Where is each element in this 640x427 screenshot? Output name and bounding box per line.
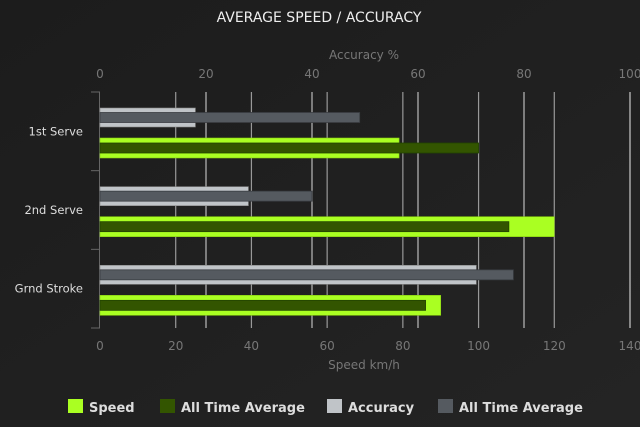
bar-accuracy-all-time-average	[99, 269, 514, 281]
bottom-tick-label: 100	[467, 339, 490, 353]
bar-accuracy-all-time-average	[99, 112, 361, 123]
bar-speed-all-time-average	[99, 142, 479, 154]
top-tick-label: 40	[304, 67, 319, 81]
bottom-axis-label: Speed km/h	[328, 358, 400, 372]
bottom-tick-label: 40	[244, 339, 259, 353]
bottom-tick-label: 80	[395, 339, 410, 353]
legend-label: Accuracy	[348, 401, 415, 416]
chart-title: AVERAGE SPEED / ACCURACY	[217, 10, 422, 26]
legend-swatch	[327, 399, 342, 413]
top-axis-label: Accuracy %	[329, 48, 399, 62]
top-tick-label: 0	[96, 67, 104, 81]
legend-label: All Time Average	[181, 401, 305, 416]
top-tick-label: 20	[198, 67, 213, 81]
bottom-tick-label: 60	[320, 339, 335, 353]
bar-speed-all-time-average	[99, 299, 426, 311]
legend-label: Speed	[89, 401, 135, 416]
top-tick-label: 100	[619, 67, 640, 81]
bottom-tick-label: 140	[619, 339, 640, 353]
category-label: Grnd Stroke	[15, 282, 83, 296]
category-label: 1st Serve	[29, 124, 83, 138]
legend-swatch	[160, 399, 175, 413]
bottom-tick-label: 20	[168, 339, 183, 353]
legend-swatch	[438, 399, 453, 413]
top-tick-label: 60	[410, 67, 425, 81]
bar-accuracy-all-time-average	[99, 190, 313, 202]
category-label: 2nd Serve	[24, 203, 83, 217]
bottom-tick-label: 0	[96, 339, 104, 353]
top-tick-label: 80	[516, 67, 531, 81]
legend-swatch	[68, 399, 83, 413]
bottom-tick-label: 120	[543, 339, 566, 353]
bar-speed-all-time-average	[99, 221, 510, 233]
legend-label: All Time Average	[459, 401, 583, 416]
